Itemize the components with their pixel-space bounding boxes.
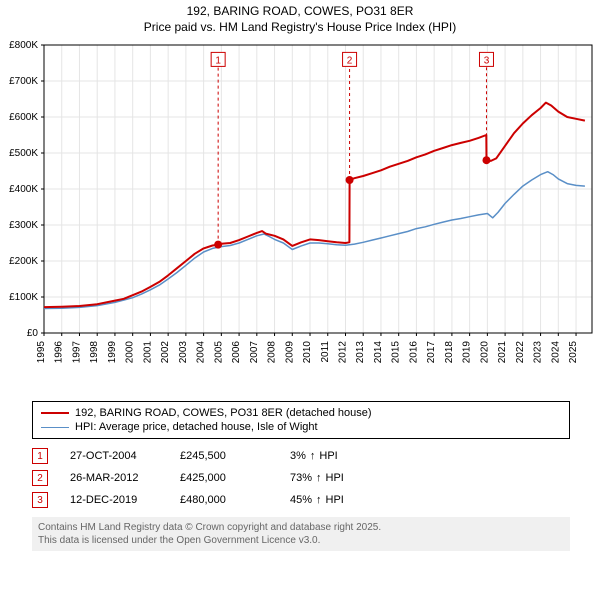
svg-text:£0: £0 [27,328,39,339]
svg-text:1: 1 [215,56,221,67]
svg-text:2022: 2022 [515,341,526,364]
legend-box: 192, BARING ROAD, COWES, PO31 8ER (detac… [32,401,570,439]
legend-swatch [41,427,69,428]
svg-text:2019: 2019 [462,341,473,364]
svg-text:2021: 2021 [497,341,508,364]
svg-text:£600K: £600K [9,112,38,123]
svg-text:2001: 2001 [142,341,153,364]
svg-text:2015: 2015 [391,341,402,364]
sales-table: 1 27-OCT-2004£245,5003%↑HPI 2 26-MAR-2012£4… [32,445,570,511]
sale-marker-number: 3 [32,492,48,508]
svg-text:£800K: £800K [9,40,38,51]
svg-text:£400K: £400K [9,184,38,195]
title-block: 192, BARING ROAD, COWES, PO31 8ER Price … [0,0,600,37]
title-line-1: 192, BARING ROAD, COWES, PO31 8ER [0,4,600,20]
svg-text:2009: 2009 [284,341,295,364]
svg-text:2008: 2008 [267,341,278,364]
sale-date: 12-DEC-2019 [70,494,180,506]
svg-text:2003: 2003 [178,341,189,364]
svg-text:£500K: £500K [9,148,38,159]
svg-text:2020: 2020 [479,341,490,364]
svg-text:2017: 2017 [426,341,437,364]
svg-text:2016: 2016 [408,341,419,364]
sales-row: 2 26-MAR-2012£425,00073%↑HPI [32,467,570,489]
legend-swatch [41,412,69,414]
svg-text:1997: 1997 [71,341,82,364]
svg-text:2000: 2000 [125,341,136,364]
svg-text:£300K: £300K [9,220,38,231]
svg-text:2007: 2007 [249,341,260,364]
sale-pct: 45%↑HPI [290,494,410,506]
svg-text:2014: 2014 [373,341,384,364]
chart-container: 192, BARING ROAD, COWES, PO31 8ER Price … [0,0,600,551]
svg-text:2024: 2024 [550,341,561,364]
sale-marker-number: 1 [32,448,48,464]
svg-text:2004: 2004 [196,341,207,364]
legend-row: HPI: Average price, detached house, Isle… [41,420,561,434]
up-arrow-icon: ↑ [316,472,322,484]
sale-pct: 3%↑HPI [290,450,410,462]
legend-label: HPI: Average price, detached house, Isle… [75,421,318,433]
svg-text:2023: 2023 [533,341,544,364]
svg-text:2005: 2005 [213,341,224,364]
svg-text:£100K: £100K [9,292,38,303]
svg-text:2013: 2013 [355,341,366,364]
chart-svg: £0 £100K £200K £300K £400K £500K £600K £700K £80… [0,37,600,397]
legend-row: 192, BARING ROAD, COWES, PO31 8ER (detac… [41,406,561,420]
svg-text:£700K: £700K [9,76,38,87]
svg-text:2010: 2010 [302,341,313,364]
sales-row: 1 27-OCT-2004£245,5003%↑HPI [32,445,570,467]
sale-price: £480,000 [180,494,290,506]
svg-text:2002: 2002 [160,341,171,364]
svg-text:2025: 2025 [568,341,579,364]
svg-text:1995: 1995 [36,341,47,364]
title-line-2: Price paid vs. HM Land Registry's House … [0,20,600,36]
sale-marker-number: 2 [32,470,48,486]
chart-area: £0 £100K £200K £300K £400K £500K £600K £700K £80… [0,37,600,397]
svg-text:£200K: £200K [9,256,38,267]
up-arrow-icon: ↑ [316,494,322,506]
sale-date: 27-OCT-2004 [70,450,180,462]
svg-text:3: 3 [484,56,490,67]
sale-price: £245,500 [180,450,290,462]
svg-text:2012: 2012 [337,341,348,364]
svg-text:2006: 2006 [231,341,242,364]
footer-line-2: This data is licensed under the Open Gov… [38,534,564,547]
sale-pct: 73%↑HPI [290,472,410,484]
svg-text:2018: 2018 [444,341,455,364]
sale-price: £425,000 [180,472,290,484]
legend-label: 192, BARING ROAD, COWES, PO31 8ER (detac… [75,407,372,419]
svg-text:1998: 1998 [89,341,100,364]
svg-text:2011: 2011 [320,341,331,363]
sales-row: 3 12-DEC-2019£480,00045%↑HPI [32,489,570,511]
up-arrow-icon: ↑ [310,450,316,462]
footer-line-1: Contains HM Land Registry data © Crown c… [38,521,564,534]
svg-text:2: 2 [347,56,353,67]
svg-text:1996: 1996 [54,341,65,364]
footer-attribution: Contains HM Land Registry data © Crown c… [32,517,570,551]
sale-date: 26-MAR-2012 [70,472,180,484]
svg-text:1999: 1999 [107,341,118,364]
